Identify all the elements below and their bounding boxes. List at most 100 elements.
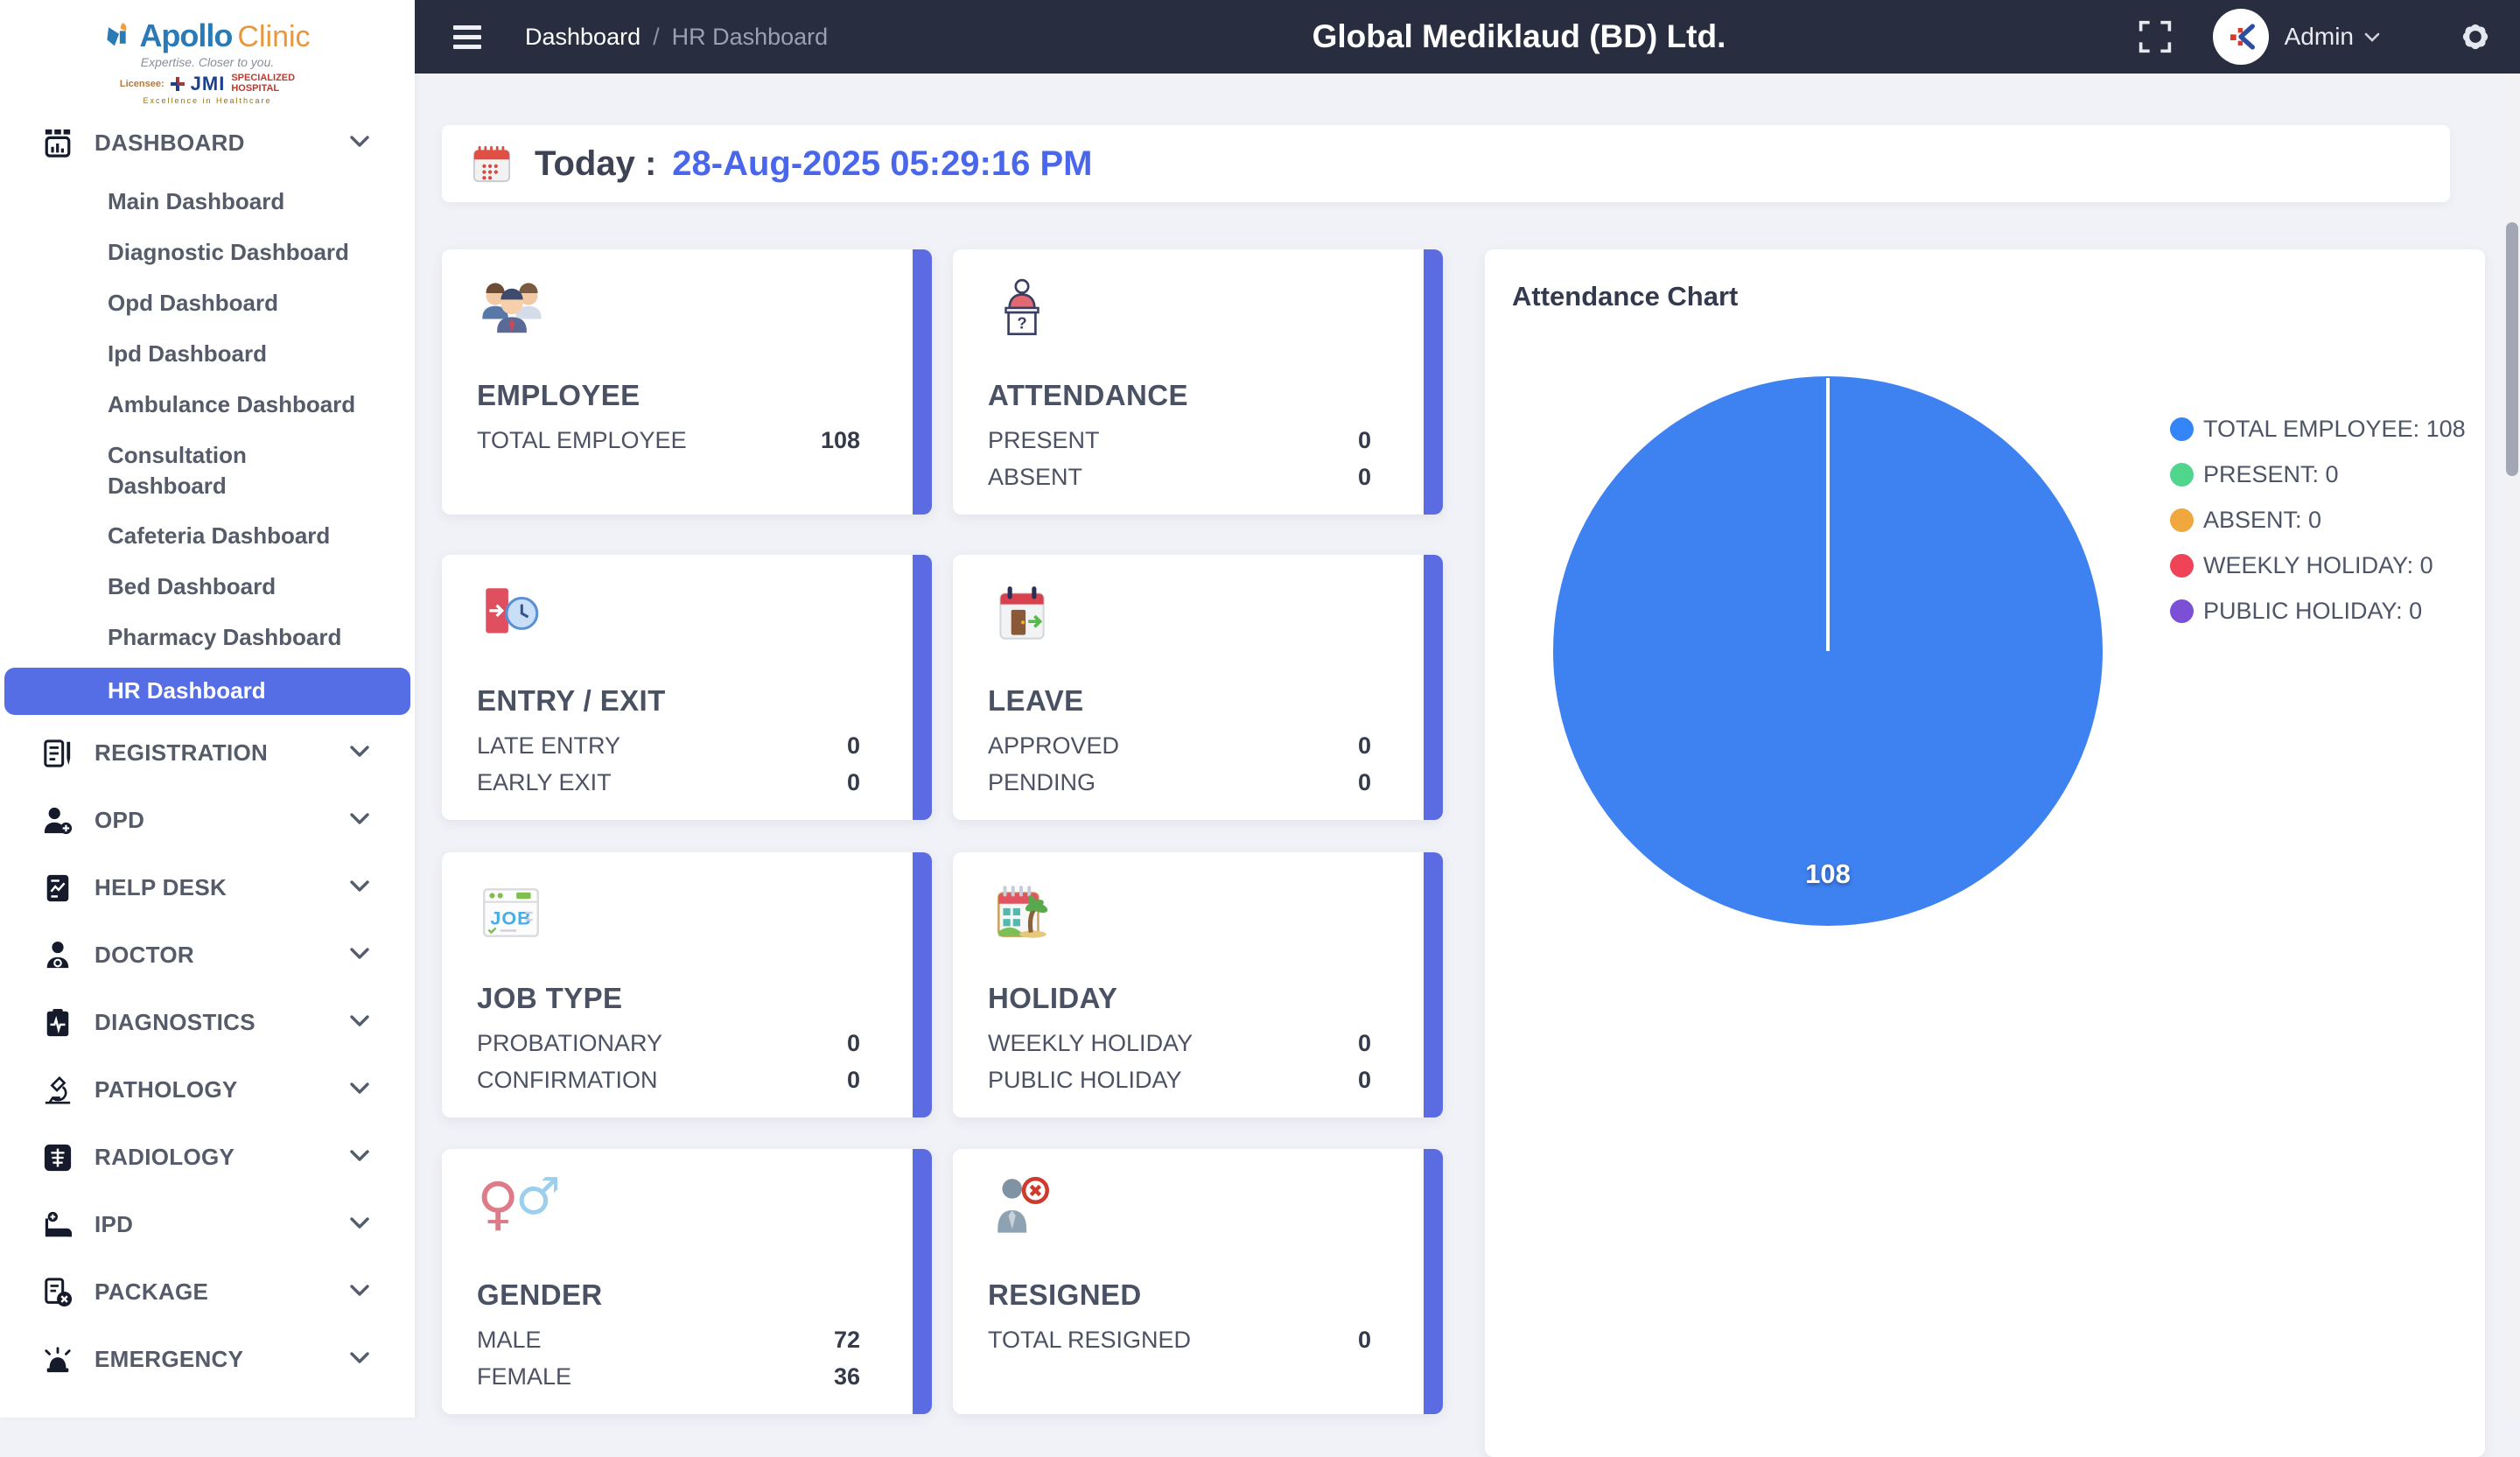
scrollbar-track[interactable]	[2504, 74, 2520, 1418]
pie-slice-divider	[1826, 378, 1830, 651]
sidebar-item-pharmacy-dashboard[interactable]: Pharmacy Dashboard	[0, 613, 415, 663]
sidebar-item-dashboard[interactable]: DASHBOARD	[0, 109, 415, 177]
sidebar-item-label: DIAGNOSTICS	[94, 1009, 350, 1036]
sidebar-item-label: EMERGENCY	[94, 1346, 350, 1373]
sidebar-item-label: HELP DESK	[94, 874, 350, 901]
svg-text:JOB: JOB	[490, 907, 531, 928]
sidebar-item-diagnostic-dashboard[interactable]: Diagnostic Dashboard	[0, 228, 415, 278]
sidebar-item-label: PATHOLOGY	[94, 1076, 350, 1103]
legend-item-present[interactable]: PRESENT: 0	[2170, 452, 2466, 497]
chevron-down-icon	[350, 746, 369, 761]
breadcrumb-dashboard-link[interactable]: Dashboard	[525, 24, 640, 51]
leave-icon	[988, 581, 1056, 654]
sidebar-item-consultation-dashboard[interactable]: Consultation Dashboard	[0, 431, 415, 511]
dashboard-submenu: Main Dashboard Diagnostic Dashboard Opd …	[0, 177, 415, 715]
registration-icon	[42, 739, 74, 768]
ipd-icon	[42, 1210, 74, 1240]
job-type-icon: JOB	[477, 879, 545, 951]
resigned-icon	[988, 1175, 1056, 1248]
user-menu[interactable]: Admin	[2285, 23, 2380, 51]
sidebar-item-label: OPD	[94, 807, 350, 834]
sidebar-item-doctor[interactable]: DOCTOR	[0, 921, 415, 989]
sidebar-item-bed-dashboard[interactable]: Bed Dashboard	[0, 562, 415, 613]
card-title: ATTENDANCE	[988, 379, 1188, 412]
fullscreen-icon[interactable]	[2138, 19, 2173, 54]
chevron-down-icon	[350, 1150, 369, 1166]
sidebar-item-opd[interactable]: OPD	[0, 787, 415, 854]
radiology-icon	[42, 1143, 74, 1173]
sidebar-item-ambulance-dashboard[interactable]: Ambulance Dashboard	[0, 380, 415, 431]
sidebar-item-pathology[interactable]: PATHOLOGY	[0, 1056, 415, 1124]
chevron-down-icon	[350, 948, 369, 963]
avatar[interactable]	[2213, 9, 2269, 65]
sidebar-item-registration[interactable]: REGISTRATION	[0, 719, 415, 787]
sidebar-item-emergency[interactable]: EMERGENCY	[0, 1326, 415, 1393]
legend-item-absent[interactable]: ABSENT: 0	[2170, 497, 2466, 543]
sidebar-item-package[interactable]: PACKAGE	[0, 1258, 415, 1326]
sidebar-item-hr-dashboard-active[interactable]: HR Dashboard	[4, 668, 410, 715]
package-icon	[42, 1278, 74, 1307]
emergency-icon	[42, 1345, 74, 1375]
legend-item-total-employee[interactable]: TOTAL EMPLOYEE: 108	[2170, 406, 2466, 452]
page-title: Global Mediklaud (BD) Ltd.	[1312, 18, 1726, 55]
avatar-logo	[2223, 19, 2258, 54]
sidebar-item-cafeteria-dashboard[interactable]: Cafeteria Dashboard	[0, 511, 415, 562]
chart-title: Attendance Chart	[1512, 281, 1738, 312]
chevron-down-icon	[350, 1015, 369, 1031]
sidebar-item-radiology[interactable]: RADIOLOGY	[0, 1124, 415, 1191]
sidebar-item-opd-dashboard[interactable]: Opd Dashboard	[0, 278, 415, 329]
chevron-down-icon	[350, 1217, 369, 1233]
legend-item-weekly-holiday[interactable]: WEEKLY HOLIDAY: 0	[2170, 543, 2466, 588]
scrollbar-thumb[interactable]	[2506, 222, 2518, 476]
holiday-icon	[988, 879, 1056, 951]
breadcrumb: Dashboard / HR Dashboard	[525, 24, 828, 51]
employees-icon	[477, 276, 547, 350]
sidebar-item-ipd-dashboard[interactable]: Ipd Dashboard	[0, 329, 415, 380]
doctor-icon	[42, 941, 74, 970]
sidebar-item-help-desk[interactable]: HELP DESK	[0, 854, 415, 921]
licensee-label: Licensee:	[120, 79, 164, 89]
pathology-icon	[42, 1075, 74, 1105]
sidebar-item-label: DASHBOARD	[94, 130, 350, 157]
legend-dot	[2170, 508, 2194, 532]
chevron-down-icon	[350, 880, 369, 896]
sidebar-item-main-dashboard[interactable]: Main Dashboard	[0, 177, 415, 228]
top-navbar: Dashboard / HR Dashboard Global Mediklau…	[415, 0, 2520, 74]
brand-logo[interactable]: Apollo Clinic Expertise. Closer to you. …	[0, 0, 415, 109]
card-title: RESIGNED	[988, 1278, 1142, 1312]
dashboard-icon	[42, 129, 74, 158]
brand-name-primary: Apollo	[139, 18, 232, 54]
sidebar-item-label: RADIOLOGY	[94, 1144, 350, 1171]
card-title: ENTRY / EXIT	[477, 684, 666, 718]
jmi-cross-icon	[171, 77, 185, 91]
sidebar-item-diagnostics[interactable]: DIAGNOSTICS	[0, 989, 415, 1056]
hamburger-menu-button[interactable]	[453, 25, 481, 49]
breadcrumb-hr-dashboard: HR Dashboard	[672, 24, 829, 51]
chevron-down-icon	[350, 136, 369, 151]
card-title: HOLIDAY	[988, 982, 1117, 1015]
card-title: LEAVE	[988, 684, 1084, 718]
licensee-type-line2: HOSPITAL	[231, 84, 295, 95]
diagnostics-icon	[42, 1008, 74, 1038]
brand-name-secondary: Clinic	[237, 20, 310, 54]
chevron-down-icon	[350, 1352, 369, 1368]
legend-item-public-holiday[interactable]: PUBLIC HOLIDAY: 0	[2170, 588, 2466, 634]
gear-icon[interactable]	[2457, 18, 2494, 55]
svg-text:?: ?	[1017, 314, 1026, 333]
sidebar-item-ipd[interactable]: IPD	[0, 1191, 415, 1258]
today-label: Today :	[535, 144, 656, 184]
